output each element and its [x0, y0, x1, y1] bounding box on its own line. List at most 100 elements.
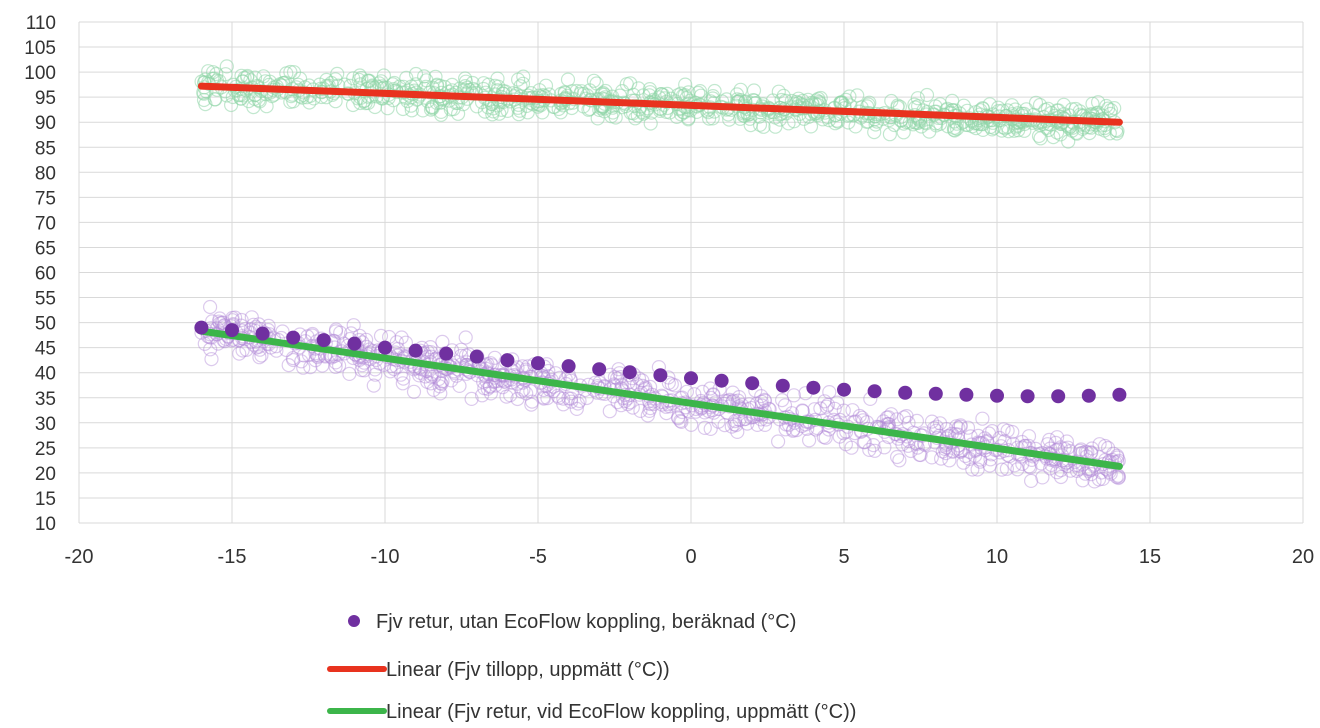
- calculated-point: [928, 386, 943, 401]
- scatter-point: [1059, 434, 1075, 449]
- scatter-point: [1090, 95, 1106, 110]
- scatter-point: [866, 438, 881, 453]
- scatter-point: [972, 454, 988, 469]
- scatter-point: [881, 410, 896, 425]
- calculated-point: [255, 326, 270, 341]
- scatter-point: [996, 422, 1011, 437]
- scatter-point: [1035, 470, 1050, 485]
- scatter-point: [417, 69, 432, 84]
- scatter-point: [367, 362, 383, 377]
- scatter-point: [664, 377, 679, 392]
- scatter-point: [224, 97, 239, 113]
- scatter-point: [882, 127, 898, 142]
- scatter-point: [958, 448, 973, 464]
- scatter-point: [1075, 473, 1090, 488]
- scatter-point: [785, 423, 801, 438]
- scatter-point: [786, 422, 801, 437]
- calculated-point: [684, 371, 698, 386]
- scatter-point: [203, 299, 218, 315]
- scatter-point: [427, 369, 442, 384]
- calculated-point: [225, 323, 239, 338]
- scatter-point: [630, 108, 645, 123]
- scatter-point: [404, 98, 419, 113]
- calculated-point: [714, 373, 729, 388]
- scatter-point: [667, 378, 683, 393]
- scatter-point: [982, 458, 997, 473]
- scatter-point: [914, 119, 929, 134]
- scatter-point: [234, 312, 249, 328]
- x-tick-label: 5: [838, 546, 849, 568]
- scatter-point: [275, 324, 290, 339]
- scatter-point: [635, 373, 650, 388]
- scatter-point: [697, 420, 712, 435]
- scatter-point: [233, 91, 248, 106]
- scatter-point: [789, 423, 804, 438]
- scatter-point: [781, 116, 796, 131]
- scatter-point: [482, 379, 498, 394]
- scatter-point: [786, 388, 802, 403]
- scatter-point: [868, 117, 883, 132]
- scatter-point: [965, 462, 980, 477]
- calculated-dots: [194, 320, 1127, 404]
- calculated-point: [806, 380, 821, 395]
- scatter-point: [706, 387, 721, 402]
- scatter-point: [1082, 126, 1097, 141]
- scatter-point: [896, 410, 912, 425]
- scatter-point: [346, 318, 361, 333]
- scatter-point: [212, 311, 227, 326]
- legend-item-supply-trend: Linear (Fjv tillopp, uppmätt (°C)): [327, 659, 670, 681]
- scatter-point: [813, 401, 828, 416]
- scatter-point: [951, 420, 966, 436]
- scatter-point: [579, 390, 594, 406]
- calculated-point: [990, 388, 1004, 403]
- scatter-point: [642, 379, 658, 394]
- scatter-point: [511, 107, 526, 122]
- scatter-point: [1042, 432, 1057, 447]
- scatter-point: [607, 370, 623, 385]
- scatter-point: [454, 342, 469, 357]
- scatter-point: [433, 386, 448, 401]
- y-tick-label: 40: [35, 364, 56, 385]
- scatter-point: [232, 346, 247, 361]
- scatter-point: [757, 417, 773, 432]
- scatter-point: [510, 72, 526, 87]
- scatter-point: [281, 358, 296, 373]
- scatter-point: [293, 71, 308, 86]
- scatter-point: [383, 364, 398, 379]
- scatter-point: [426, 382, 441, 397]
- scatter-point: [1023, 460, 1038, 475]
- scatter-point: [945, 93, 960, 109]
- scatter-point: [445, 77, 460, 93]
- scatter-clouds: [194, 59, 1127, 489]
- scatter-point: [428, 69, 443, 84]
- scatter-point: [1109, 126, 1124, 141]
- scatter-point: [308, 353, 323, 368]
- scatter-point: [1015, 456, 1030, 471]
- scatter-point: [1053, 127, 1068, 142]
- scatter-point: [994, 462, 1009, 477]
- y-tick-label: 25: [35, 439, 56, 460]
- scatter-point: [939, 422, 954, 437]
- scatter-point: [791, 91, 806, 106]
- scatter-point: [1049, 430, 1065, 445]
- scatter-point: [302, 95, 317, 110]
- scatter-point: [674, 404, 690, 420]
- scatter-point: [701, 111, 717, 126]
- scatter-point: [929, 419, 944, 434]
- scatter-point: [1095, 471, 1111, 486]
- scatter-point: [1109, 469, 1124, 484]
- scatter-point: [286, 94, 301, 109]
- scatter-point: [254, 348, 269, 363]
- scatter-point: [932, 416, 948, 431]
- calculated-point: [1051, 389, 1066, 404]
- scatter-point: [332, 358, 347, 373]
- calculated-point: [1112, 387, 1127, 402]
- scatter-point: [572, 393, 587, 409]
- y-tick-label: 55: [35, 289, 56, 310]
- calculated-point: [653, 368, 668, 383]
- calculated-point: [439, 346, 454, 361]
- scatter-point: [1007, 458, 1022, 473]
- scatter-point: [563, 394, 579, 409]
- scatter-point: [418, 369, 433, 384]
- scatter-point: [329, 322, 344, 337]
